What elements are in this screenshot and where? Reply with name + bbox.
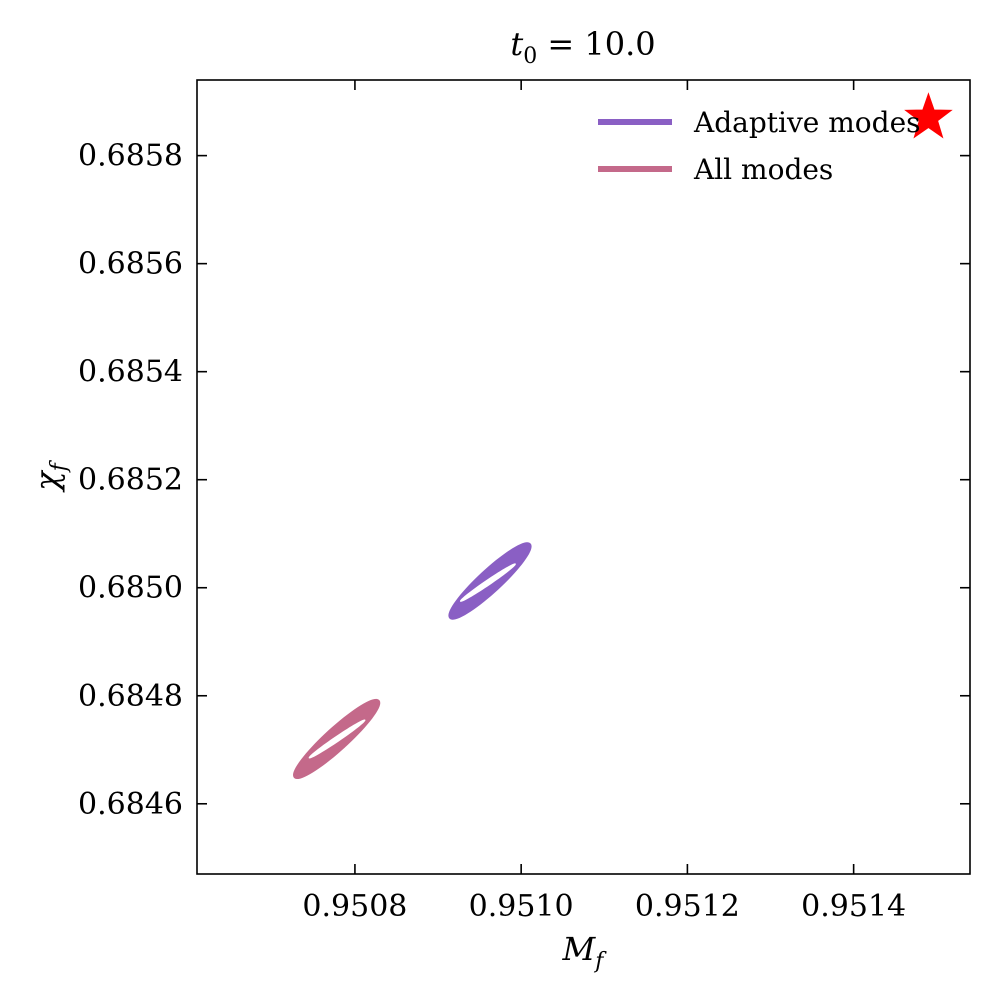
y-tick-label: 0.6846	[78, 787, 183, 822]
title-main: t	[510, 25, 523, 63]
x-tick-label: 0.9512	[635, 889, 740, 924]
truth-marker-layer	[904, 92, 953, 139]
x-tick-label: 0.9508	[302, 889, 407, 924]
y-tick-label: 0.6858	[78, 139, 183, 174]
x-axis-ticks: 0.9508 0.9510 0.9512 0.9514	[302, 80, 906, 924]
contour-inner-all-modes	[308, 719, 366, 759]
title-rest: = 10.0	[537, 25, 655, 63]
x-tick-label: 0.9510	[469, 889, 574, 924]
truth-star-marker	[904, 92, 953, 139]
chart-title: t0 = 10.0	[510, 25, 655, 69]
ylabel-main: χ	[28, 470, 66, 493]
y-tick-label: 0.6848	[78, 679, 183, 714]
xlabel-sub: f	[593, 949, 607, 974]
y-axis-ticks: 0.6846 0.6848 0.6850 0.6852 0.6854 0.6856 0.68…	[78, 139, 970, 822]
legend-label-all-modes: All modes	[693, 153, 833, 186]
contour-layer	[292, 542, 532, 780]
legend: Adaptive modes All modes	[598, 106, 921, 186]
y-tick-label: 0.6852	[78, 463, 183, 498]
title-sub: 0	[523, 44, 537, 69]
y-axis-label: χf	[28, 459, 72, 492]
contour-inner-adaptive-modes	[459, 563, 516, 602]
legend-label-adaptive-modes: Adaptive modes	[693, 106, 921, 139]
x-axis-label: Mf	[562, 930, 608, 974]
y-tick-label: 0.6854	[78, 355, 183, 390]
y-tick-label: 0.6850	[78, 571, 183, 606]
xlabel-main: M	[562, 930, 597, 968]
x-tick-label: 0.9514	[801, 889, 906, 924]
ylabel-sub: f	[47, 459, 72, 473]
y-tick-label: 0.6856	[78, 247, 183, 282]
plot-frame	[196, 79, 971, 875]
